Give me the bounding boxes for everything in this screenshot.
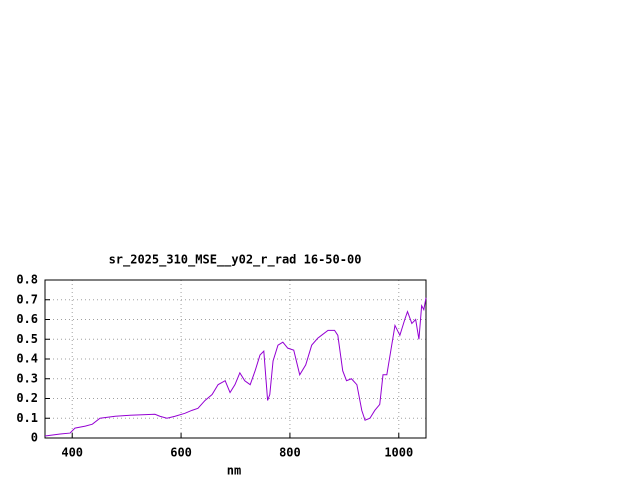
y-tick-label: 0.3 bbox=[16, 371, 38, 385]
y-tick-label: 0.1 bbox=[16, 411, 38, 425]
y-tick-label: 0.5 bbox=[16, 332, 38, 346]
y-tick-label: 0.4 bbox=[16, 352, 38, 366]
y-tick-label: 0.7 bbox=[16, 292, 38, 306]
data-line bbox=[44, 297, 427, 437]
x-tick-label: 400 bbox=[61, 446, 83, 460]
plot-frame bbox=[44, 279, 427, 439]
x-tick-label: 600 bbox=[170, 446, 192, 460]
y-tick-label: 0.2 bbox=[16, 391, 38, 405]
chart-title: sr_2025_310_MSE__y02_r_rad 16-50-00 bbox=[109, 253, 362, 268]
x-tick-label: 1000 bbox=[384, 446, 413, 460]
y-tick-label: 0.6 bbox=[16, 312, 38, 326]
y-tick-label: 0 bbox=[31, 431, 38, 445]
x-tick-label: 800 bbox=[279, 446, 301, 460]
y-tick-label: 0.8 bbox=[16, 273, 38, 287]
x-axis-label: nm bbox=[227, 464, 241, 478]
